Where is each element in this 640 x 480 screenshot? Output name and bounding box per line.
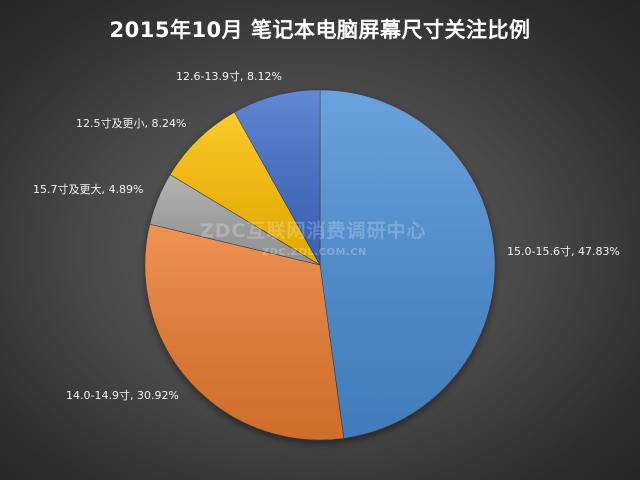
- data-label-3: 15.7寸及更大, 4.89%: [33, 182, 143, 196]
- pie-slice-4: [169, 111, 321, 266]
- data-label-4: 12.5寸及更小, 8.24%: [76, 116, 186, 130]
- pie-slice-shade: [320, 90, 496, 439]
- watermark-sub: ZDC.ZOL.COM.CN: [262, 247, 367, 258]
- pie-slice-shade: [234, 90, 320, 265]
- chart-title: 2015年10月 笔记本电脑屏幕尺寸关注比例: [109, 18, 531, 42]
- pie-slice-2: [144, 223, 345, 441]
- pie-slice-shade: [149, 174, 320, 265]
- pie-slice-shade: [144, 224, 344, 440]
- pie-slice-1: [319, 89, 496, 439]
- pie-slice-shade: [170, 112, 320, 265]
- pie-slice-5: [234, 89, 321, 267]
- data-label-1: 15.0-15.6寸, 47.83%: [507, 244, 620, 258]
- watermark-main: ZDC互联网消费调研中心: [200, 220, 427, 242]
- data-label-2: 14.0-14.9寸, 30.92%: [66, 388, 179, 402]
- data-label-5: 12.6-13.9寸, 8.12%: [176, 69, 282, 83]
